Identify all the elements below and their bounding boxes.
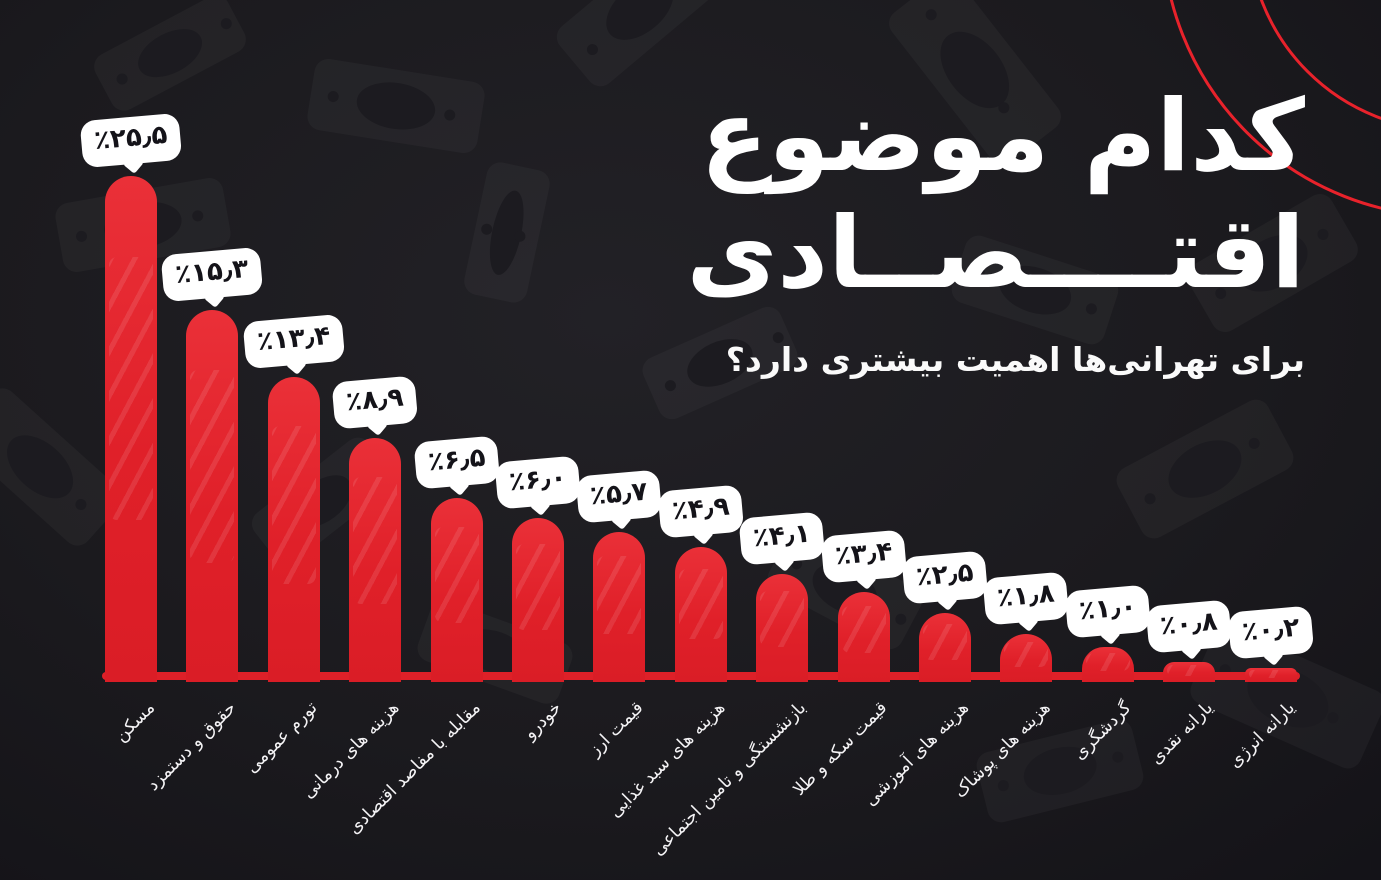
value-badge: ٪۲٫۵ xyxy=(901,550,989,605)
value-badge: ٪۳٫۴ xyxy=(820,529,908,584)
bar xyxy=(1244,668,1297,682)
bar xyxy=(186,310,239,682)
value-badge: ٪۶٫۵ xyxy=(413,435,501,490)
value-badge: ٪۵٫۷ xyxy=(575,469,663,524)
bar xyxy=(1081,647,1134,682)
value-badge: ٪۶٫۰ xyxy=(494,455,582,510)
value-badge: ٪۱۵٫۳ xyxy=(160,246,264,303)
category-label: یارانه نقدی xyxy=(1146,698,1218,769)
value-badge: ٪۴٫۹ xyxy=(657,484,745,539)
subtitle: برای تهرانی‌ها اهمیت بیشتری دارد؟ xyxy=(725,340,1305,379)
bar xyxy=(430,498,483,682)
value-badge: ٪۴٫۱ xyxy=(738,511,826,566)
value-badge: ٪۱٫۸ xyxy=(982,571,1070,626)
bar xyxy=(267,377,320,682)
bar xyxy=(512,518,564,682)
bar xyxy=(349,438,402,682)
value-badge: ٪۲۵٫۵ xyxy=(79,112,183,169)
bar xyxy=(756,574,809,682)
category-label: مقابله با مفاصد اقتصادی xyxy=(344,698,485,839)
category-label: خودرو xyxy=(520,698,567,744)
bar xyxy=(1000,634,1053,682)
value-badge: ٪۱٫۰ xyxy=(1064,584,1152,639)
value-badge: ٪۰٫۸ xyxy=(1145,599,1233,654)
value-badge: ٪۱۳٫۴ xyxy=(242,313,346,370)
bar xyxy=(919,613,971,682)
bar xyxy=(674,547,727,682)
title-block: کدام موضوع اقتــــصــادی برای تهرانی‌ها … xyxy=(686,78,1306,380)
category-label: تورم عمومی xyxy=(242,698,322,778)
category-label: بازنشستگی و تامین اجتماعی xyxy=(648,698,811,860)
title-line-1: کدام موضوع xyxy=(700,79,1306,194)
value-badge: ٪۰٫۲ xyxy=(1227,605,1315,660)
value-badge: ٪۸٫۹ xyxy=(331,375,419,430)
category-label: مسکن xyxy=(111,698,160,747)
category-label: قیمت ارز xyxy=(585,698,648,761)
bar xyxy=(1163,662,1216,682)
category-label: یارانه انرژی xyxy=(1224,698,1299,773)
bar xyxy=(105,176,157,682)
category-label: گردشگری xyxy=(1069,698,1136,765)
title-line-2: اقتــــصــادی xyxy=(686,196,1306,311)
bar xyxy=(593,532,646,682)
bar xyxy=(837,592,890,682)
